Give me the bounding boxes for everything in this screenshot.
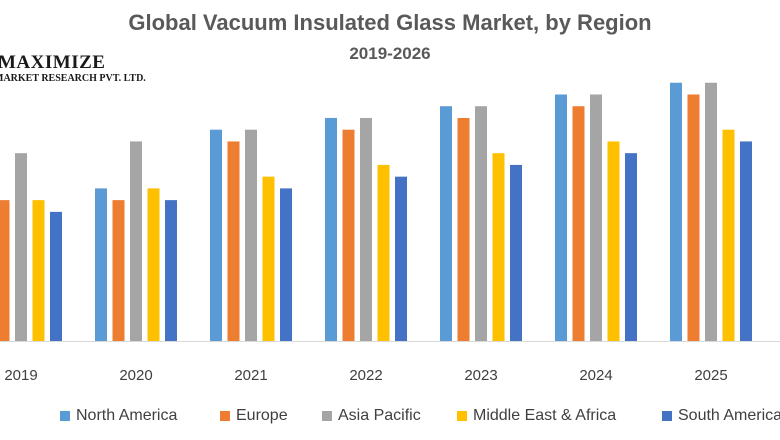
legend-swatch <box>220 411 230 421</box>
legend-label: Asia Pacific <box>338 407 421 424</box>
legend-swatch <box>662 411 672 421</box>
bar-2019-europe <box>0 200 10 341</box>
legend-item: North America <box>60 407 177 425</box>
bar-2023-middle-east-africa <box>492 153 505 341</box>
bar-2020-europe <box>112 200 125 341</box>
bar-2021-europe <box>227 141 240 341</box>
chart-title: Global Vacuum Insulated Glass Market, by… <box>128 10 652 35</box>
x-tick-label: 2020 <box>119 367 152 384</box>
x-tick-label: 2025 <box>694 367 727 384</box>
legend-item: Europe <box>220 407 288 425</box>
bar-2024-south-america <box>625 153 637 341</box>
legend-swatch <box>322 411 332 421</box>
logo-tagline: MARKET RESEARCH PVT. LTD. <box>0 73 146 84</box>
chart-legend: North America Europe Asia Pacific Middle Ea… <box>0 407 780 431</box>
x-tick-label: 2022 <box>349 367 382 384</box>
bar-2022-north-america <box>325 117 337 342</box>
legend-swatch <box>457 411 467 421</box>
bar-2025-asia-pacific <box>705 82 717 341</box>
bar-2024-asia-pacific <box>590 94 602 341</box>
bar-2021-north-america <box>210 129 222 341</box>
logo-name: MAXIMIZE <box>0 52 106 73</box>
legend-label: North America <box>76 407 178 424</box>
bar-2023-south-america <box>510 164 522 341</box>
bar-2021-south-america <box>280 188 292 341</box>
bar-2022-asia-pacific <box>360 117 372 342</box>
bar-2022-europe <box>342 129 355 341</box>
legend-swatch <box>60 411 70 421</box>
chart-subtitle: 2019-2026 <box>349 44 431 63</box>
bar-2021-asia-pacific <box>245 129 257 341</box>
bar-2025-south-america <box>740 141 752 341</box>
bar-2024-north-america <box>555 94 567 341</box>
x-tick-label: 2023 <box>464 367 497 384</box>
x-tick-label: 2021 <box>234 367 267 384</box>
legend-item: Middle East & Africa <box>457 407 616 425</box>
bar-2019-asia-pacific <box>15 153 27 341</box>
legend-label: South America <box>678 407 780 424</box>
bar-2024-middle-east-africa <box>607 141 620 341</box>
bar-2025-europe <box>687 94 700 341</box>
bar-2024-europe <box>572 106 585 341</box>
x-tick-label: 2024 <box>579 367 612 384</box>
bar-2021-middle-east-africa <box>262 176 275 341</box>
bar-2022-middle-east-africa <box>377 164 390 341</box>
bar-2022-south-america <box>395 176 407 341</box>
legend-item: Asia Pacific <box>322 407 421 425</box>
bar-2025-north-america <box>670 82 682 341</box>
bar-2019-south-america <box>50 211 62 341</box>
bar-2020-south-america <box>165 200 177 341</box>
legend-label: Middle East & Africa <box>473 407 617 424</box>
legend-label: Europe <box>236 407 288 424</box>
legend-item: South America <box>662 407 780 425</box>
bar-2020-asia-pacific <box>130 141 142 341</box>
bar-2020-middle-east-africa <box>147 188 160 341</box>
bar-2020-north-america <box>95 188 107 341</box>
bar-2019-middle-east-africa <box>32 200 45 341</box>
bar-2023-europe <box>457 117 470 342</box>
bar-2025-middle-east-africa <box>722 129 735 341</box>
bar-2023-north-america <box>440 106 452 341</box>
bar-2023-asia-pacific <box>475 106 487 341</box>
x-tick-label: 2019 <box>4 367 37 384</box>
